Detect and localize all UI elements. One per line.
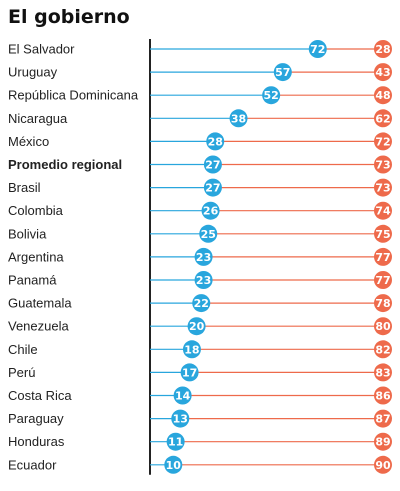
red-point-label: 48 <box>375 89 390 102</box>
red-point <box>374 224 392 243</box>
red-point <box>374 132 392 151</box>
blue-point <box>201 201 220 220</box>
red-point-label: 74 <box>375 205 391 218</box>
red-point-label: 80 <box>375 320 391 333</box>
category-label: Costa Rica <box>8 388 72 403</box>
category-label: Brasil <box>8 180 41 195</box>
blue-point-label: 26 <box>203 205 219 218</box>
red-point-label: 28 <box>375 43 390 56</box>
red-point <box>374 386 392 405</box>
blue-point <box>192 294 211 313</box>
category-label: Perú <box>8 365 35 380</box>
blue-point <box>203 178 222 197</box>
blue-point <box>273 63 292 82</box>
blue-point <box>308 40 327 58</box>
blue-point-label: 11 <box>168 436 183 449</box>
blue-point-label: 25 <box>201 228 216 241</box>
blue-point-label: 57 <box>275 66 290 79</box>
red-point <box>374 63 392 82</box>
red-point <box>374 432 392 451</box>
red-point-label: 72 <box>375 135 390 148</box>
blue-point <box>171 409 190 428</box>
blue-point <box>229 109 248 128</box>
red-point-label: 77 <box>375 251 390 264</box>
red-point-label: 87 <box>375 413 390 426</box>
red-point <box>374 294 392 313</box>
blue-point-label: 27 <box>205 159 220 172</box>
blue-point <box>199 224 218 243</box>
blue-point-label: 23 <box>196 274 211 287</box>
red-point <box>374 40 392 58</box>
red-point <box>374 155 392 174</box>
blue-point-label: 38 <box>231 112 246 125</box>
category-label: Guatemala <box>8 296 72 311</box>
blue-point-label: 10 <box>166 459 182 472</box>
category-label: Colombia <box>8 203 64 218</box>
category-label: México <box>8 134 49 149</box>
category-label: Ecuador <box>8 457 57 472</box>
blue-point-label: 52 <box>264 89 279 102</box>
category-label: Uruguay <box>8 65 58 80</box>
blue-point <box>180 363 199 382</box>
blue-point-label: 17 <box>182 366 197 379</box>
category-label: Bolivia <box>8 226 47 241</box>
blue-point-label: 72 <box>310 43 325 56</box>
red-point-label: 73 <box>375 182 390 195</box>
blue-point-label: 14 <box>175 390 191 403</box>
blue-point <box>166 432 185 451</box>
red-point <box>374 86 392 105</box>
blue-point-label: 27 <box>205 182 220 195</box>
blue-point <box>182 340 201 359</box>
red-point-label: 62 <box>375 112 390 125</box>
red-point <box>374 109 392 128</box>
category-label: República Dominicana <box>8 88 139 103</box>
blue-point <box>173 386 192 405</box>
red-point-label: 77 <box>375 274 390 287</box>
category-label: Honduras <box>8 434 65 449</box>
red-point-label: 83 <box>375 366 390 379</box>
blue-point <box>262 86 281 105</box>
blue-point-label: 22 <box>194 297 209 310</box>
category-label: Paraguay <box>8 411 64 426</box>
category-label: Venezuela <box>8 319 69 334</box>
blue-point <box>194 271 213 289</box>
blue-point-label: 20 <box>189 320 205 333</box>
category-label: Nicaragua <box>8 111 68 126</box>
red-point <box>374 363 392 382</box>
red-point <box>374 317 392 336</box>
category-label: Argentina <box>8 249 64 264</box>
red-point-label: 89 <box>375 436 390 449</box>
blue-point <box>206 132 225 151</box>
category-label: Panamá <box>8 273 57 288</box>
red-point-label: 43 <box>375 66 390 79</box>
red-point-label: 82 <box>375 343 390 356</box>
red-point <box>374 178 392 197</box>
blue-point <box>203 155 222 174</box>
blue-point-label: 13 <box>173 413 188 426</box>
red-point <box>374 247 392 266</box>
category-label: Promedio regional <box>8 157 122 172</box>
red-point-label: 90 <box>375 459 391 472</box>
blue-point <box>164 455 183 474</box>
blue-point-label: 23 <box>196 251 211 264</box>
red-point <box>374 201 392 220</box>
red-point-label: 73 <box>375 159 390 172</box>
category-label: Chile <box>8 342 38 357</box>
red-point <box>374 409 392 428</box>
red-point <box>374 340 392 359</box>
chart-title: El gobierno <box>8 6 130 28</box>
blue-point-label: 28 <box>208 135 223 148</box>
red-point <box>374 455 392 474</box>
red-point-label: 78 <box>375 297 390 310</box>
red-point-label: 75 <box>375 228 390 241</box>
red-point-label: 86 <box>375 390 391 403</box>
category-label: El Salvador <box>8 42 75 57</box>
blue-point-label: 18 <box>184 343 199 356</box>
blue-point <box>187 317 206 336</box>
blue-point <box>194 247 213 266</box>
red-point <box>374 271 392 289</box>
